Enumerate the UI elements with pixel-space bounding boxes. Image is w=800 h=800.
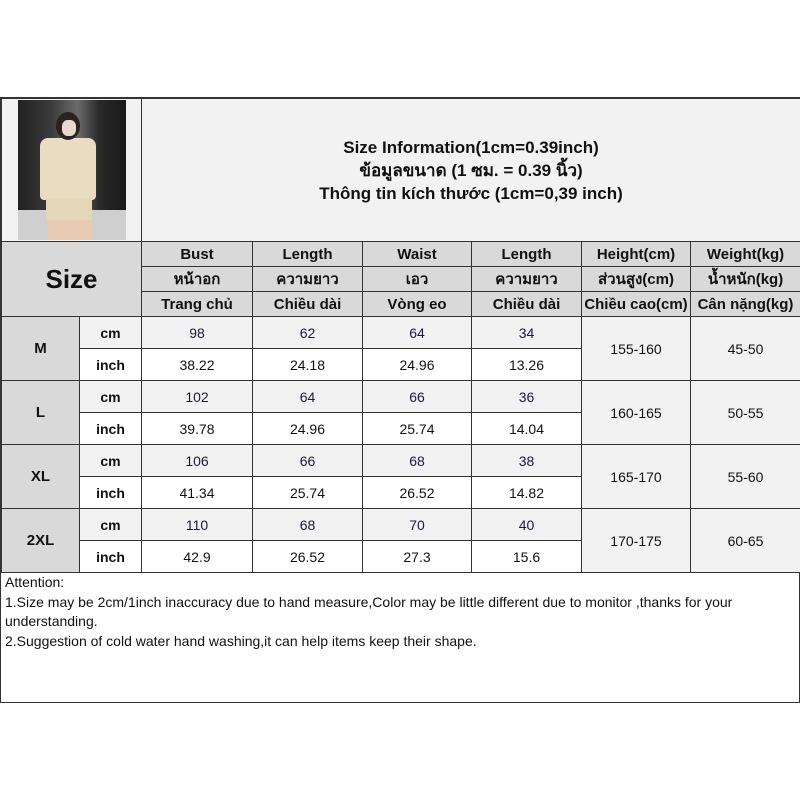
cell-value: 38 xyxy=(471,444,582,477)
cell-value: 36 xyxy=(471,380,582,413)
cell-value: 13.26 xyxy=(471,348,582,381)
size-label: L xyxy=(1,380,80,445)
height-range: 165-170 xyxy=(581,444,691,509)
cell-value: 98 xyxy=(141,316,253,349)
table-row: inch 42.9 26.52 27.3 15.6 xyxy=(2,540,800,573)
note-2: 2.Suggestion of cold water hand washing,… xyxy=(5,632,477,649)
size-label: 2XL xyxy=(1,508,80,573)
column-header-th: ความยาว xyxy=(471,266,582,292)
cell-value: 24.96 xyxy=(252,412,363,445)
cell-value: 68 xyxy=(362,444,472,477)
column-header-en: Length xyxy=(471,241,582,267)
note-1: 1.Size may be 2cm/1inch inaccuracy due t… xyxy=(5,593,733,630)
weight-range: 60-65 xyxy=(689,508,800,573)
height-range: 155-160 xyxy=(581,316,691,381)
weight-range: 45-50 xyxy=(689,316,800,381)
column-header-vi: Cân nặng(kg) xyxy=(689,291,800,317)
unit-label: cm xyxy=(79,380,142,413)
column-header-vi: Chiều cao(cm) xyxy=(581,291,691,317)
column-header-en: Height(cm) xyxy=(581,241,691,267)
table-row: 2XL cm 110 68 70 40 170-175 60-65 xyxy=(1,508,800,573)
weight-range: 50-55 xyxy=(689,380,800,445)
cell-value: 26.52 xyxy=(362,476,472,509)
title-thai: ข้อมูลขนาด (1 ซม. = 0.39 นิ้ว) xyxy=(359,160,583,180)
column-header-vi: Trang chủ xyxy=(141,291,253,317)
column-header-th: ส่วนสูง(cm) xyxy=(581,266,691,292)
cell-value: 14.82 xyxy=(471,476,582,509)
table-row: inch 38.22 24.18 24.96 13.26 xyxy=(2,348,800,381)
cell-value: 66 xyxy=(362,380,472,413)
column-header-en: Bust xyxy=(141,241,253,267)
size-header: Size xyxy=(1,241,142,317)
cell-value: 62 xyxy=(252,316,363,349)
cell-value: 25.74 xyxy=(362,412,472,445)
title-cell: Size Information(1cm=0.39inch) ข้อมูลขนา… xyxy=(140,98,800,242)
unit-label: cm xyxy=(79,444,142,477)
column-header-th: ความยาว xyxy=(252,266,363,292)
cell-value: 66 xyxy=(252,444,363,477)
title-english: Size Information(1cm=0.39inch) xyxy=(343,137,599,157)
cell-value: 64 xyxy=(362,316,472,349)
column-header-vi: Chiều dài xyxy=(471,291,582,317)
height-range: 170-175 xyxy=(581,508,691,573)
size-chart: Size Information(1cm=0.39inch) ข้อมูลขนา… xyxy=(0,97,800,703)
weight-range: 55-60 xyxy=(689,444,800,509)
cell-value: 106 xyxy=(141,444,253,477)
table-row: inch 39.78 24.96 25.74 14.04 xyxy=(2,412,800,445)
cell-value: 24.96 xyxy=(362,348,472,381)
cell-value: 34 xyxy=(471,316,582,349)
column-header-vi: Vòng eo xyxy=(362,291,472,317)
table-row: inch 41.34 25.74 26.52 14.82 xyxy=(2,476,800,509)
notes-heading: Attention: xyxy=(5,574,65,590)
unit-label: cm xyxy=(79,316,142,349)
cell-value: 24.18 xyxy=(252,348,363,381)
cell-value: 68 xyxy=(252,508,363,541)
cell-value: 110 xyxy=(141,508,253,541)
height-range: 160-165 xyxy=(581,380,691,445)
notes: Attention: 1.Size may be 2cm/1inch inacc… xyxy=(1,572,799,652)
cell-value: 39.78 xyxy=(141,412,253,445)
cell-value: 70 xyxy=(362,508,472,541)
unit-label: inch xyxy=(79,348,142,381)
size-label: XL xyxy=(1,444,80,509)
column-header-en: Weight(kg) xyxy=(689,241,800,267)
cell-value: 41.34 xyxy=(141,476,253,509)
product-photo xyxy=(17,100,126,240)
column-header-th: น้ำหนัก(kg) xyxy=(689,266,800,292)
cell-value: 15.6 xyxy=(471,540,582,573)
column-header-th: หน้าอก xyxy=(141,266,253,292)
cell-value: 64 xyxy=(252,380,363,413)
cell-value: 42.9 xyxy=(141,540,253,573)
column-header-th: เอว xyxy=(362,266,472,292)
unit-label: cm xyxy=(79,508,142,541)
title-vietnamese: Thông tin kích thước (1cm=0,39 inch) xyxy=(319,183,623,203)
cell-value: 38.22 xyxy=(141,348,253,381)
size-label: M xyxy=(1,316,80,381)
table-row: XL cm 106 66 68 38 165-170 55-60 xyxy=(1,444,800,509)
unit-label: inch xyxy=(79,412,142,445)
size-table: Size Information(1cm=0.39inch) ข้อมูลขนา… xyxy=(1,98,800,573)
cell-value: 40 xyxy=(471,508,582,541)
column-header-vi: Chiều dài xyxy=(252,291,363,317)
unit-label: inch xyxy=(79,540,142,573)
product-photo-cell xyxy=(1,98,142,242)
cell-value: 25.74 xyxy=(252,476,363,509)
unit-label: inch xyxy=(79,476,142,509)
column-header-en: Waist xyxy=(362,241,472,267)
cell-value: 26.52 xyxy=(252,540,363,573)
cell-value: 102 xyxy=(141,380,253,413)
column-header-en: Length xyxy=(252,241,363,267)
cell-value: 14.04 xyxy=(471,412,582,445)
cell-value: 27.3 xyxy=(362,540,472,573)
